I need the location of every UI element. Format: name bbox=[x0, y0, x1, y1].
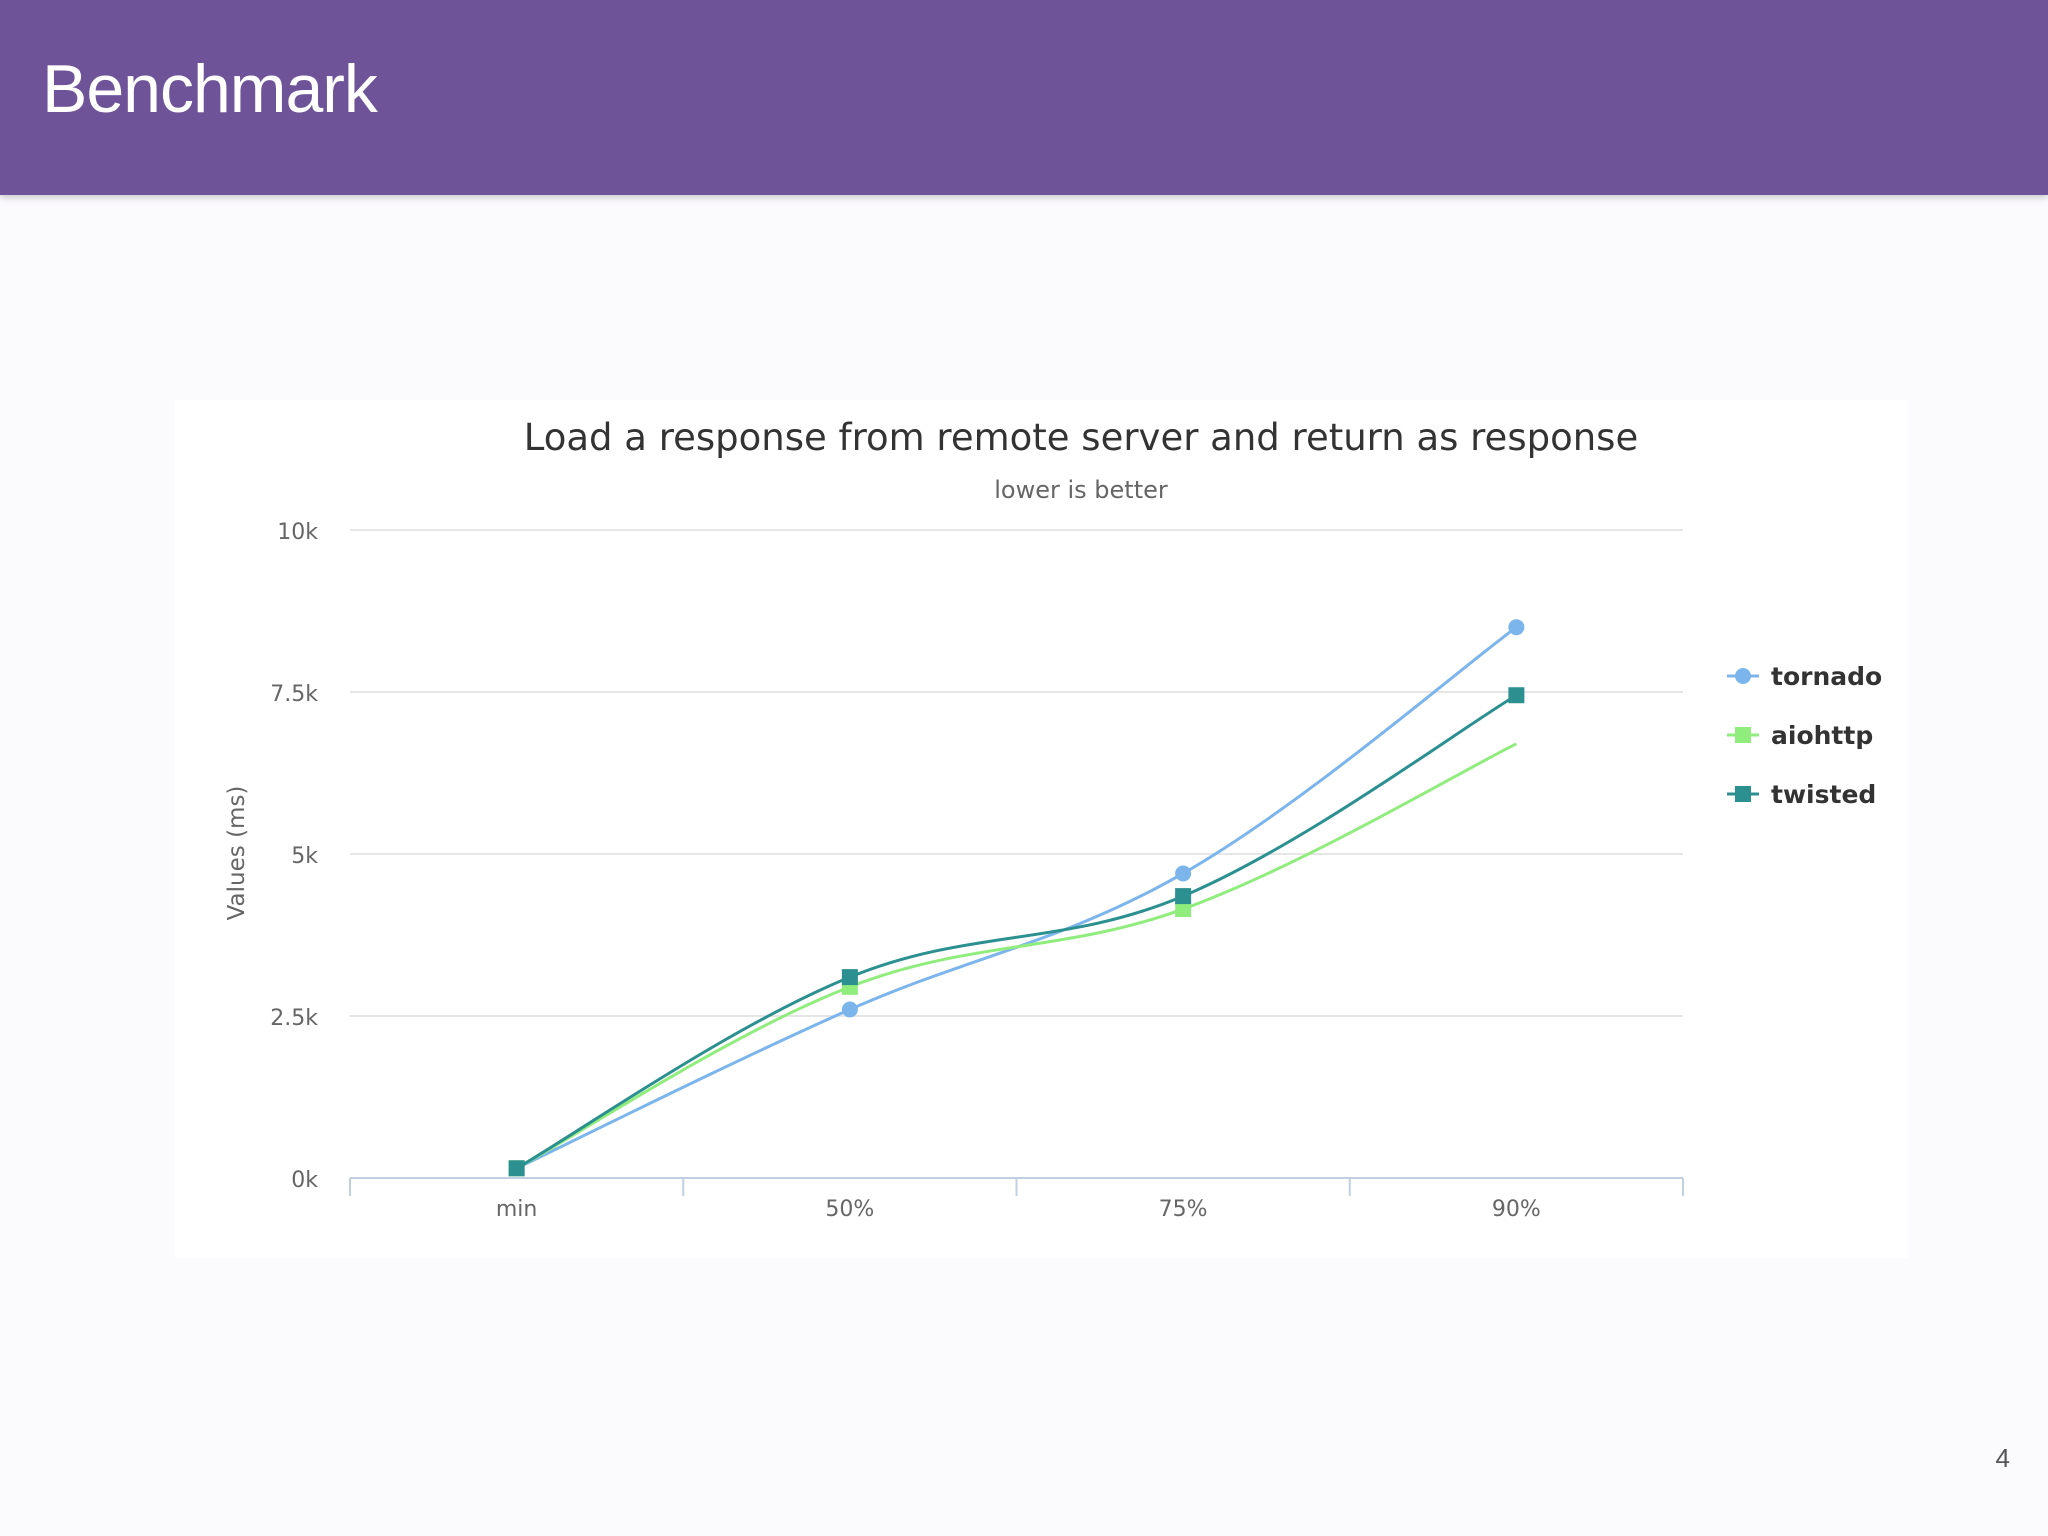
page-number: 4 bbox=[1995, 1443, 2010, 1473]
data-point-twisted[interactable] bbox=[1175, 888, 1192, 905]
x-tick-label: 90% bbox=[1492, 1197, 1541, 1222]
y-axis-label: Values (ms) bbox=[224, 786, 250, 921]
y-tick-label: 2.5k bbox=[270, 1006, 318, 1031]
series-aiohttp bbox=[508, 742, 1518, 1177]
series-line-tornado bbox=[515, 625, 1518, 1170]
series-line-twisted bbox=[515, 693, 1518, 1170]
slide-header: Benchmark bbox=[0, 0, 2048, 195]
legend-label: twisted bbox=[1771, 780, 1876, 809]
data-point-aiohttp[interactable] bbox=[1175, 901, 1192, 918]
y-tick-label: 10k bbox=[277, 520, 318, 545]
chart-subtitle: lower is better bbox=[994, 476, 1168, 504]
legend-label: aiohttp bbox=[1771, 721, 1873, 750]
data-point-tornado[interactable] bbox=[1175, 865, 1192, 882]
series-tornado bbox=[508, 619, 1525, 1177]
chart-card: Load a response from remote server and r… bbox=[175, 400, 1908, 1258]
line-chart: Load a response from remote server and r… bbox=[224, 416, 1882, 1222]
data-point-tornado[interactable] bbox=[841, 1001, 858, 1018]
series-twisted bbox=[508, 687, 1525, 1177]
y-tick-label: 7.5k bbox=[270, 682, 318, 707]
data-point-tornado[interactable] bbox=[1508, 619, 1525, 636]
x-axis: min 50% 75% 90% bbox=[349, 1178, 1684, 1222]
legend: tornado aiohttp twisted bbox=[1727, 662, 1882, 809]
series-group bbox=[508, 619, 1525, 1177]
y-tick-label: 0k bbox=[291, 1168, 318, 1193]
legend-item-twisted[interactable]: twisted bbox=[1727, 780, 1876, 809]
x-tick-label: 75% bbox=[1159, 1197, 1208, 1222]
data-point-twisted[interactable] bbox=[841, 969, 858, 986]
grid-lines: 0k 2.5k 5k 7.5k 10k bbox=[270, 520, 1683, 1193]
legend-marker bbox=[1735, 727, 1751, 743]
data-point-twisted[interactable] bbox=[1508, 687, 1525, 704]
slide-title: Benchmark bbox=[42, 51, 378, 127]
legend-item-tornado[interactable]: tornado bbox=[1727, 662, 1882, 691]
data-point-twisted[interactable] bbox=[508, 1160, 525, 1177]
series-line-aiohttp bbox=[515, 742, 1518, 1170]
legend-marker bbox=[1735, 786, 1751, 802]
y-tick-label: 5k bbox=[291, 844, 318, 869]
legend-marker bbox=[1735, 668, 1751, 684]
x-tick-label: 50% bbox=[825, 1197, 874, 1222]
legend-item-aiohttp[interactable]: aiohttp bbox=[1727, 721, 1873, 750]
chart-title: Load a response from remote server and r… bbox=[524, 416, 1638, 459]
x-tick-label: min bbox=[496, 1197, 538, 1222]
legend-label: tornado bbox=[1771, 662, 1882, 691]
